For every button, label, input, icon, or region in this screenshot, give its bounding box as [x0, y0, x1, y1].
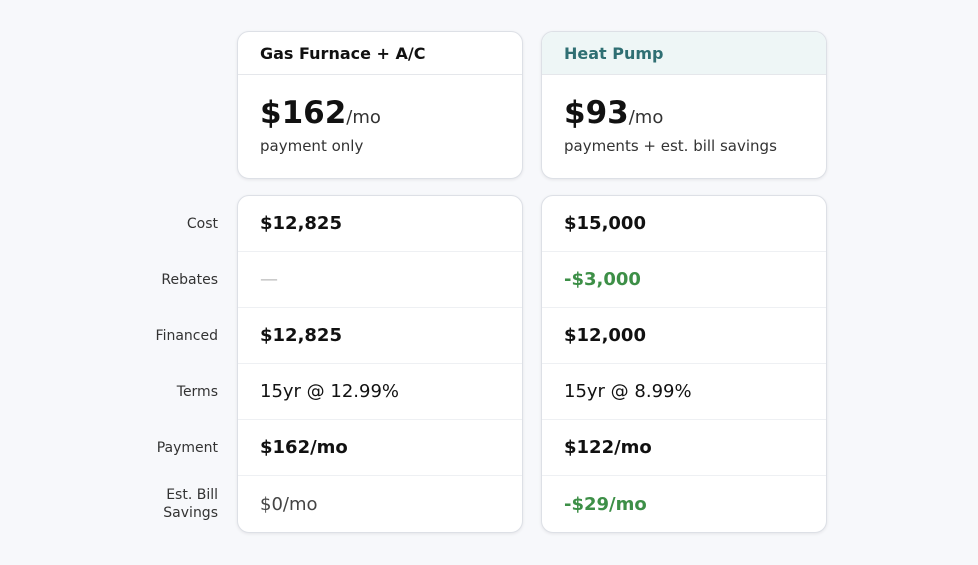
row-label: Est. Bill Savings: [163, 487, 218, 521]
price: $93: [564, 95, 629, 131]
price-unit: /mo: [628, 107, 664, 128]
cell-value: $12,000: [542, 308, 826, 364]
cell-value: 15yr @ 8.99%: [542, 364, 826, 420]
plan-summary: Gas Furnace + A/C $162/mo payment only: [237, 31, 523, 179]
cell-value: $122/mo: [542, 420, 826, 476]
cell-value: $0/mo: [260, 493, 318, 515]
price-note: payment only: [260, 137, 364, 155]
price-unit: /mo: [346, 107, 381, 128]
price-block: $162/mo payment only: [238, 75, 522, 155]
row-label: Terms: [176, 384, 218, 400]
row-label: Financed: [155, 328, 218, 344]
cell-value: -$3,000: [542, 252, 826, 308]
row-label: Rebates: [161, 272, 218, 288]
cell-value: 15yr @ 12.99%: [238, 364, 522, 420]
cell-value: —: [238, 252, 522, 308]
cell-value: $12,825: [238, 196, 522, 252]
cell-value: $162/mo: [238, 420, 522, 476]
cell-value: $12,825: [238, 308, 522, 364]
price: $162: [260, 95, 347, 131]
cell-value: $15,000: [542, 196, 826, 252]
cell-value: -$29/mo: [564, 493, 647, 515]
plan-details: $12,825— $12,825 15yr @ 12.99% $162/mo $0/mo: [237, 195, 523, 533]
price-block: $93/mo payments + est. bill savings: [542, 75, 826, 155]
price-note: payments + est. bill savings: [564, 137, 777, 155]
plan-name: Gas Furnace + A/C: [238, 32, 522, 75]
plan-name: Heat Pump: [542, 32, 826, 75]
row-label: Cost: [186, 216, 218, 232]
plan-summary: Heat Pump $93/mo payments + est. bill sa…: [541, 31, 827, 179]
row-label: Payment: [156, 440, 218, 456]
plan-details: $15,000 -$3,000 $12,000 15yr @ 8.99% $122/mo…: [541, 195, 827, 533]
